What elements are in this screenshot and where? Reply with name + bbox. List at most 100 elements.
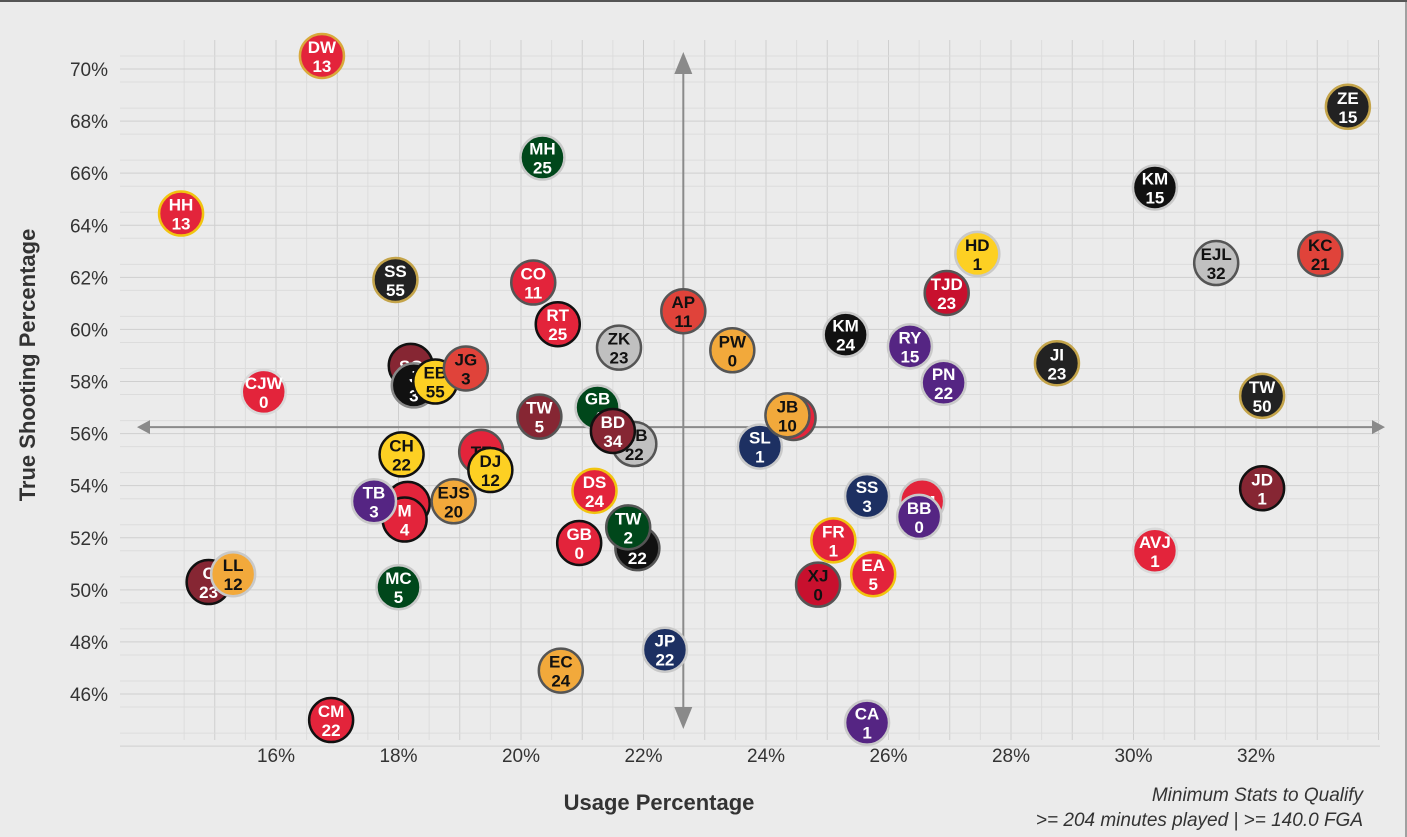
player-marker[interactable]	[467, 446, 514, 494]
player-marker[interactable]	[764, 392, 811, 439]
player-marker[interactable]	[209, 550, 257, 598]
player-marker[interactable]	[240, 368, 287, 416]
player-point[interactable]: TW2	[604, 504, 652, 551]
player-marker[interactable]	[886, 323, 934, 370]
player-marker[interactable]	[920, 359, 967, 407]
player-marker[interactable]	[442, 345, 490, 392]
player-marker[interactable]	[736, 423, 784, 470]
player-initials: GB	[566, 525, 592, 544]
player-marker[interactable]	[641, 626, 689, 673]
player-marker[interactable]	[1192, 239, 1240, 287]
player-point[interactable]: GB0	[555, 519, 603, 567]
player-marker[interactable]	[555, 519, 603, 567]
y-tick-label: 60%	[70, 320, 108, 341]
player-marker[interactable]	[516, 393, 563, 440]
player-marker[interactable]	[895, 493, 943, 541]
arrow-down-icon	[674, 707, 693, 729]
player-number: 22	[392, 455, 411, 474]
player-marker[interactable]	[849, 550, 897, 598]
player-marker[interactable]	[604, 504, 652, 551]
player-marker[interactable]	[1324, 83, 1372, 131]
player-point[interactable]: CA1	[843, 699, 891, 746]
player-marker[interactable]	[843, 699, 891, 746]
player-marker[interactable]	[1297, 230, 1344, 278]
y-tick-label: 62%	[70, 268, 108, 289]
player-marker[interactable]	[954, 230, 1001, 278]
player-point[interactable]: JD1	[1238, 465, 1286, 512]
player-marker[interactable]	[822, 311, 869, 358]
player-point[interactable]: JG3	[442, 345, 490, 392]
player-marker[interactable]	[510, 259, 557, 306]
player-point[interactable]: TB3	[350, 478, 398, 525]
player-point[interactable]: BB0	[895, 493, 943, 541]
player-marker[interactable]	[660, 287, 707, 335]
player-marker[interactable]	[595, 324, 643, 371]
player-marker[interactable]	[571, 467, 618, 515]
player-marker[interactable]	[923, 269, 970, 317]
player-marker[interactable]	[372, 256, 419, 304]
player-point[interactable]: PW0	[709, 327, 756, 374]
player-point[interactable]: SL1	[736, 423, 784, 470]
player-marker[interactable]	[589, 407, 637, 455]
player-marker[interactable]	[298, 32, 346, 80]
player-point[interactable]: MC5	[375, 563, 422, 611]
player-marker[interactable]	[519, 134, 566, 181]
player-point[interactable]: FR1	[810, 517, 857, 564]
player-marker[interactable]	[350, 478, 398, 525]
player-point[interactable]: XJ0	[794, 561, 842, 608]
player-marker[interactable]	[1131, 164, 1179, 211]
player-point[interactable]: HD1	[954, 230, 1001, 278]
player-marker[interactable]	[810, 517, 857, 564]
player-point[interactable]: SS3	[843, 472, 891, 520]
player-marker[interactable]	[307, 696, 355, 744]
player-marker[interactable]	[375, 563, 422, 611]
player-marker[interactable]	[378, 431, 425, 478]
player-marker[interactable]	[843, 472, 891, 520]
player-marker[interactable]	[1238, 372, 1286, 420]
player-marker[interactable]	[709, 327, 756, 374]
player-marker[interactable]	[157, 190, 205, 237]
y-tick-label: 52%	[70, 529, 108, 550]
player-marker[interactable]	[1131, 527, 1179, 575]
player-marker[interactable]	[537, 647, 585, 694]
player-initials: BD	[601, 413, 626, 432]
player-point[interactable]: EA5	[849, 550, 897, 598]
player-marker[interactable]	[534, 300, 581, 348]
player-number: 3	[461, 369, 470, 388]
player-marker[interactable]	[794, 561, 842, 608]
player-marker[interactable]	[430, 478, 477, 525]
player-marker[interactable]	[1238, 465, 1286, 512]
player-marker[interactable]	[1033, 340, 1081, 387]
player-point[interactable]: TW5	[516, 393, 563, 440]
